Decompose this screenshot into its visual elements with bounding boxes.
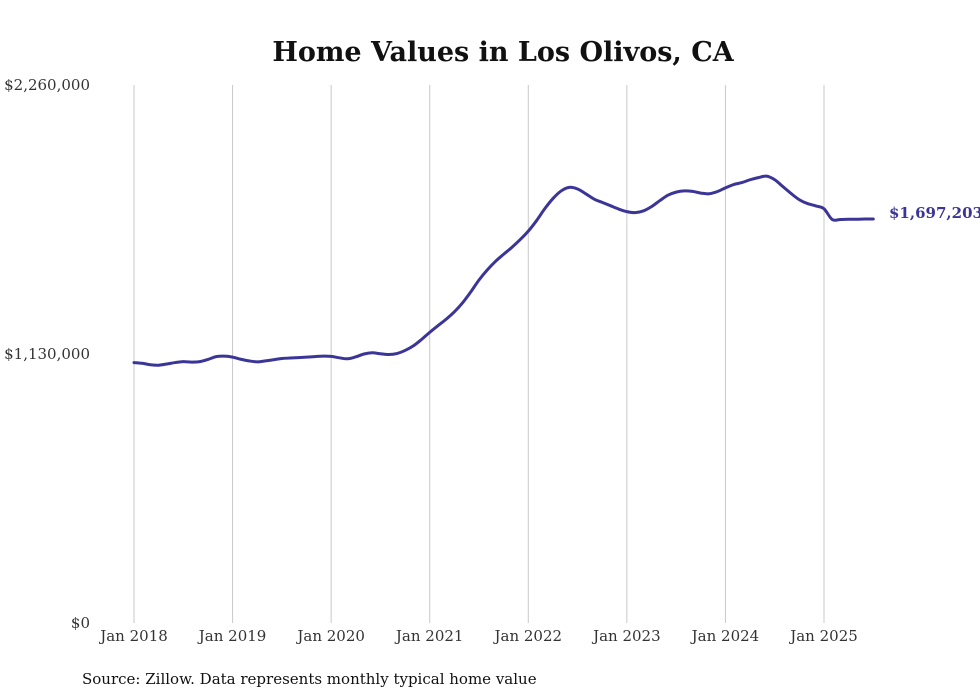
end-value-label: $1,697,203 bbox=[889, 204, 980, 222]
y-tick-label: $0 bbox=[71, 614, 90, 632]
y-tick-label: $2,260,000 bbox=[4, 76, 90, 94]
x-tick-label: Jan 2018 bbox=[98, 627, 168, 645]
source-note: Source: Zillow. Data represents monthly … bbox=[82, 670, 537, 688]
y-axis-ticks: $0 $1,130,000 $2,260,000 bbox=[4, 76, 90, 632]
y-tick-label: $1,130,000 bbox=[4, 345, 90, 363]
gridlines bbox=[133, 85, 825, 623]
x-tick-label: Jan 2022 bbox=[493, 627, 563, 645]
x-tick-label: Jan 2024 bbox=[690, 627, 760, 645]
series-line bbox=[132, 174, 875, 367]
x-tick-label: Jan 2021 bbox=[394, 627, 464, 645]
x-tick-label: Jan 2025 bbox=[788, 627, 858, 645]
x-axis-ticks: Jan 2018 Jan 2019 Jan 2020 Jan 2021 Jan 2022… bbox=[98, 627, 858, 645]
series-layer bbox=[132, 174, 875, 367]
x-tick-label: Jan 2019 bbox=[197, 627, 267, 645]
x-tick-label: Jan 2023 bbox=[591, 627, 661, 645]
chart-title: Home Values in Los Olivos, CA bbox=[272, 37, 734, 68]
x-tick-label: Jan 2020 bbox=[295, 627, 365, 645]
